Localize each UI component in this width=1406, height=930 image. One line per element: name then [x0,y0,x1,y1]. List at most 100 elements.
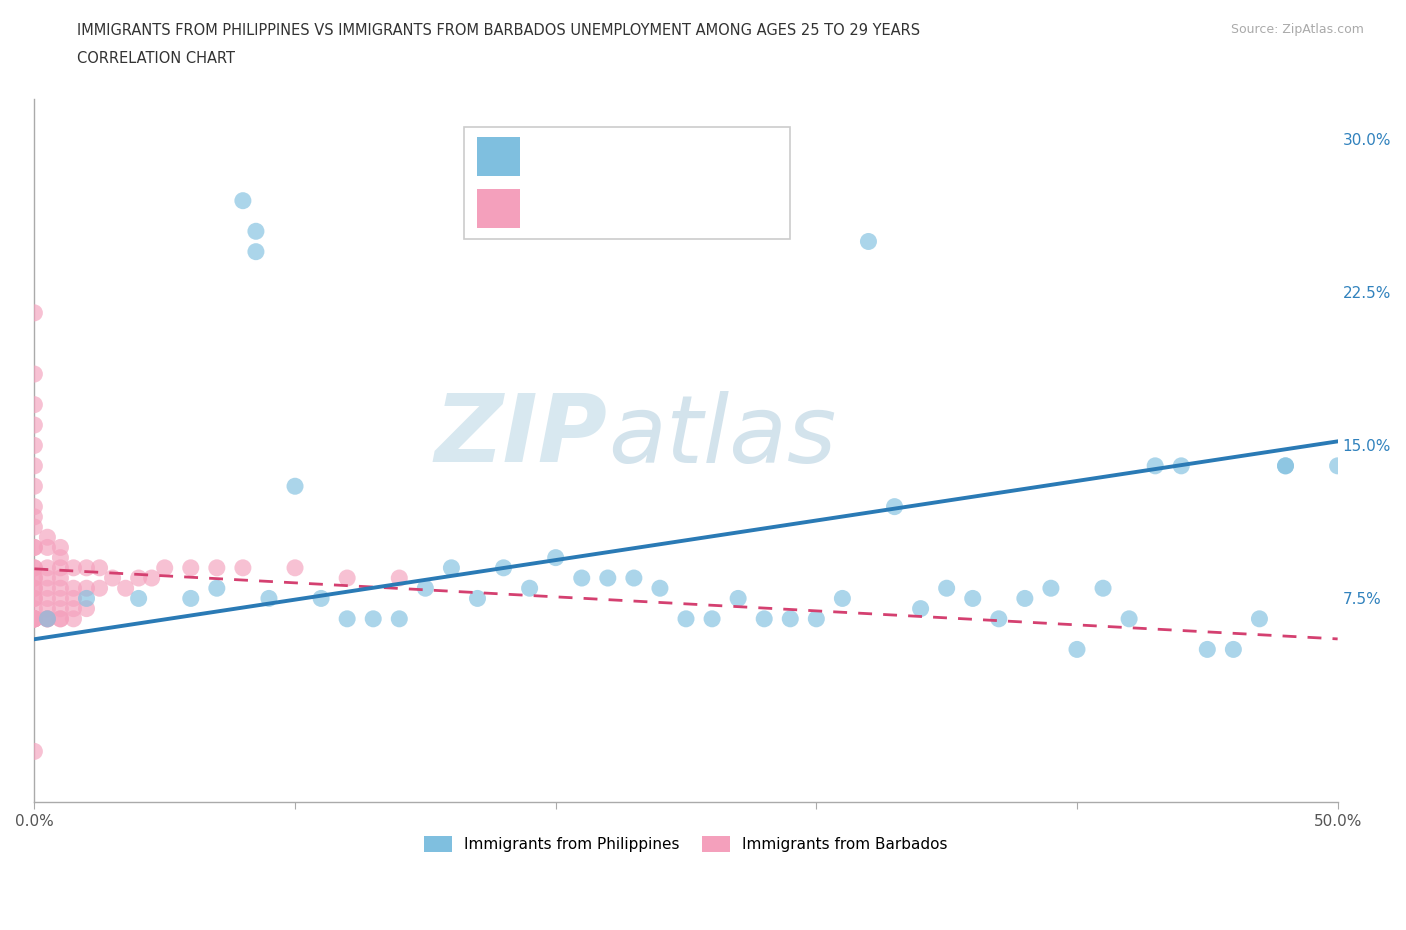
Point [467,591,489,605]
Point [22,744,45,759]
Text: ZIP: ZIP [434,391,607,483]
Point [1274,458,1296,473]
Point [153,561,176,576]
Point [648,580,671,595]
Point [22,499,45,514]
Point [1326,458,1348,473]
Point [49,611,72,626]
Point [22,611,45,626]
Point [22,540,45,555]
Point [76,591,98,605]
Point [623,571,645,586]
Point [388,571,411,586]
Point [22,580,45,595]
Point [22,611,45,626]
Point [62,561,84,576]
Point [1222,642,1244,657]
Point [309,591,332,605]
Point [180,561,202,576]
Point [62,601,84,616]
Point [114,580,136,595]
Point [22,611,45,626]
Point [49,561,72,576]
Point [62,611,84,626]
Point [49,571,72,586]
Text: Source: ZipAtlas.com: Source: ZipAtlas.com [1230,23,1364,36]
Point [49,551,72,565]
Point [1170,458,1192,473]
Point [779,611,801,626]
Point [22,611,45,626]
Point [180,591,202,605]
Point [37,591,59,605]
Point [37,611,59,626]
Point [49,601,72,616]
Point [22,580,45,595]
Point [22,611,45,626]
Point [22,611,45,626]
Point [284,561,307,576]
Point [987,611,1010,626]
Point [1274,458,1296,473]
Point [22,561,45,576]
Point [76,561,98,576]
Point [754,611,776,626]
Point [22,418,45,432]
Point [62,580,84,595]
Point [128,571,150,586]
Point [22,510,45,525]
Text: CORRELATION CHART: CORRELATION CHART [77,51,235,66]
Point [22,611,45,626]
Point [22,305,45,320]
Point [62,591,84,605]
Point [89,580,111,595]
Point [205,561,228,576]
Point [22,591,45,605]
Point [596,571,619,586]
Point [1197,642,1219,657]
Point [1014,591,1036,605]
Point [22,366,45,381]
Point [1118,611,1140,626]
Point [37,601,59,616]
Text: IMMIGRANTS FROM PHILIPPINES VS IMMIGRANTS FROM BARBADOS UNEMPLOYMENT AMONG AGES : IMMIGRANTS FROM PHILIPPINES VS IMMIGRANT… [77,23,921,38]
Point [962,591,984,605]
Point [22,611,45,626]
Point [22,571,45,586]
Point [22,611,45,626]
Point [49,540,72,555]
Point [101,571,124,586]
Point [22,438,45,453]
Point [37,561,59,576]
Point [128,591,150,605]
Text: atlas: atlas [607,391,837,482]
Point [37,611,59,626]
Point [1066,642,1088,657]
Point [336,571,359,586]
Point [883,499,905,514]
Point [806,611,828,626]
Point [37,611,59,626]
Point [544,551,567,565]
Point [49,611,72,626]
Point [22,397,45,412]
Point [361,611,384,626]
Point [245,224,267,239]
Point [37,530,59,545]
Point [22,601,45,616]
Point [22,520,45,535]
Legend: Immigrants from Philippines, Immigrants from Barbados: Immigrants from Philippines, Immigrants … [418,830,953,858]
Point [831,591,853,605]
Point [935,580,957,595]
Point [22,479,45,494]
Point [858,234,880,249]
Point [205,580,228,595]
Point [910,601,932,616]
Point [141,571,163,586]
Point [257,591,280,605]
Point [22,591,45,605]
Point [727,591,749,605]
Point [22,458,45,473]
Point [49,591,72,605]
Point [492,561,515,576]
